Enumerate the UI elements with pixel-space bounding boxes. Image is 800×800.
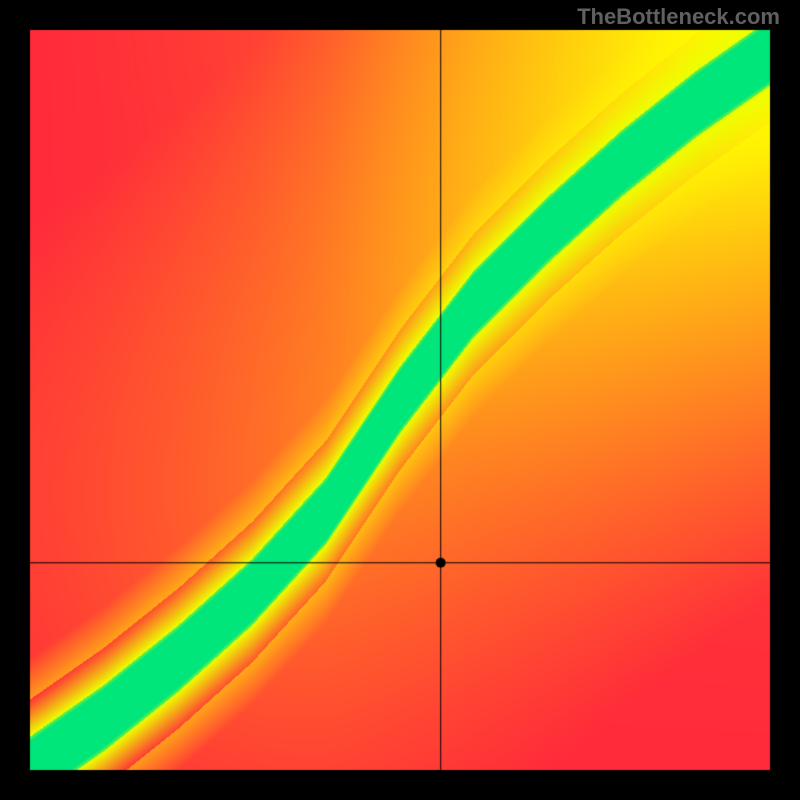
chart-container: TheBottleneck.com [0, 0, 800, 800]
watermark-text: TheBottleneck.com [577, 4, 780, 30]
heatmap-canvas [0, 0, 800, 800]
